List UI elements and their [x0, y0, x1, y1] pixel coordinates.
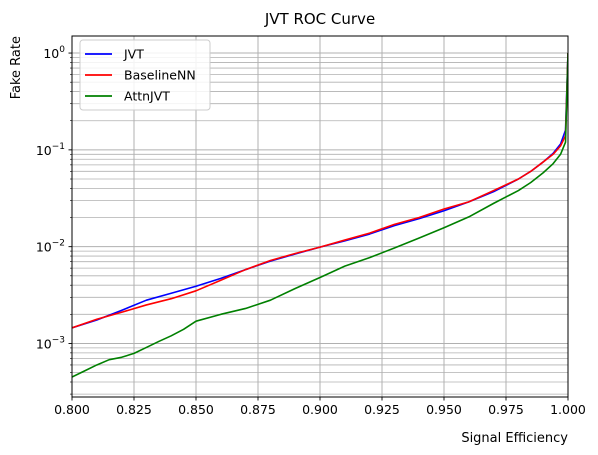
y-tick-label: 10−3 — [36, 335, 65, 351]
legend-label: BaselineNN — [124, 68, 196, 83]
chart-title: JVT ROC Curve — [264, 10, 375, 28]
x-tick-label: 0.850 — [178, 402, 214, 417]
legend: JVT BaselineNN AttnJVT — [79, 39, 211, 111]
y-tick-label: 10−2 — [36, 239, 65, 255]
legend-label: JVT — [123, 47, 144, 62]
x-axis-label: Signal Efficiency — [461, 431, 568, 446]
y-axis-label: Fake Rate — [9, 36, 24, 99]
y-tick-label: 100 — [43, 45, 65, 61]
x-tick-label: 1.000 — [550, 402, 586, 417]
legend-label: AttnJVT — [124, 89, 170, 104]
x-tick-label: 0.825 — [116, 402, 152, 417]
x-tick-label: 0.875 — [240, 402, 276, 417]
series-line-attnjvt — [72, 53, 568, 378]
series-line-baselinenn — [72, 53, 568, 329]
y-tick-label: 10−1 — [36, 142, 65, 158]
x-tick-label: 0.900 — [302, 402, 338, 417]
series-layer — [72, 53, 568, 378]
x-tick-label: 0.925 — [364, 402, 400, 417]
x-tick-label: 0.975 — [488, 402, 524, 417]
ticks-layer: 0.800 0.825 0.850 0.875 0.900 0.925 0.950 0.975… — [36, 45, 586, 417]
x-tick-label: 0.950 — [426, 402, 462, 417]
legend-box — [79, 39, 211, 111]
x-tick-label: 0.800 — [54, 402, 90, 417]
grid-layer — [71, 36, 569, 397]
